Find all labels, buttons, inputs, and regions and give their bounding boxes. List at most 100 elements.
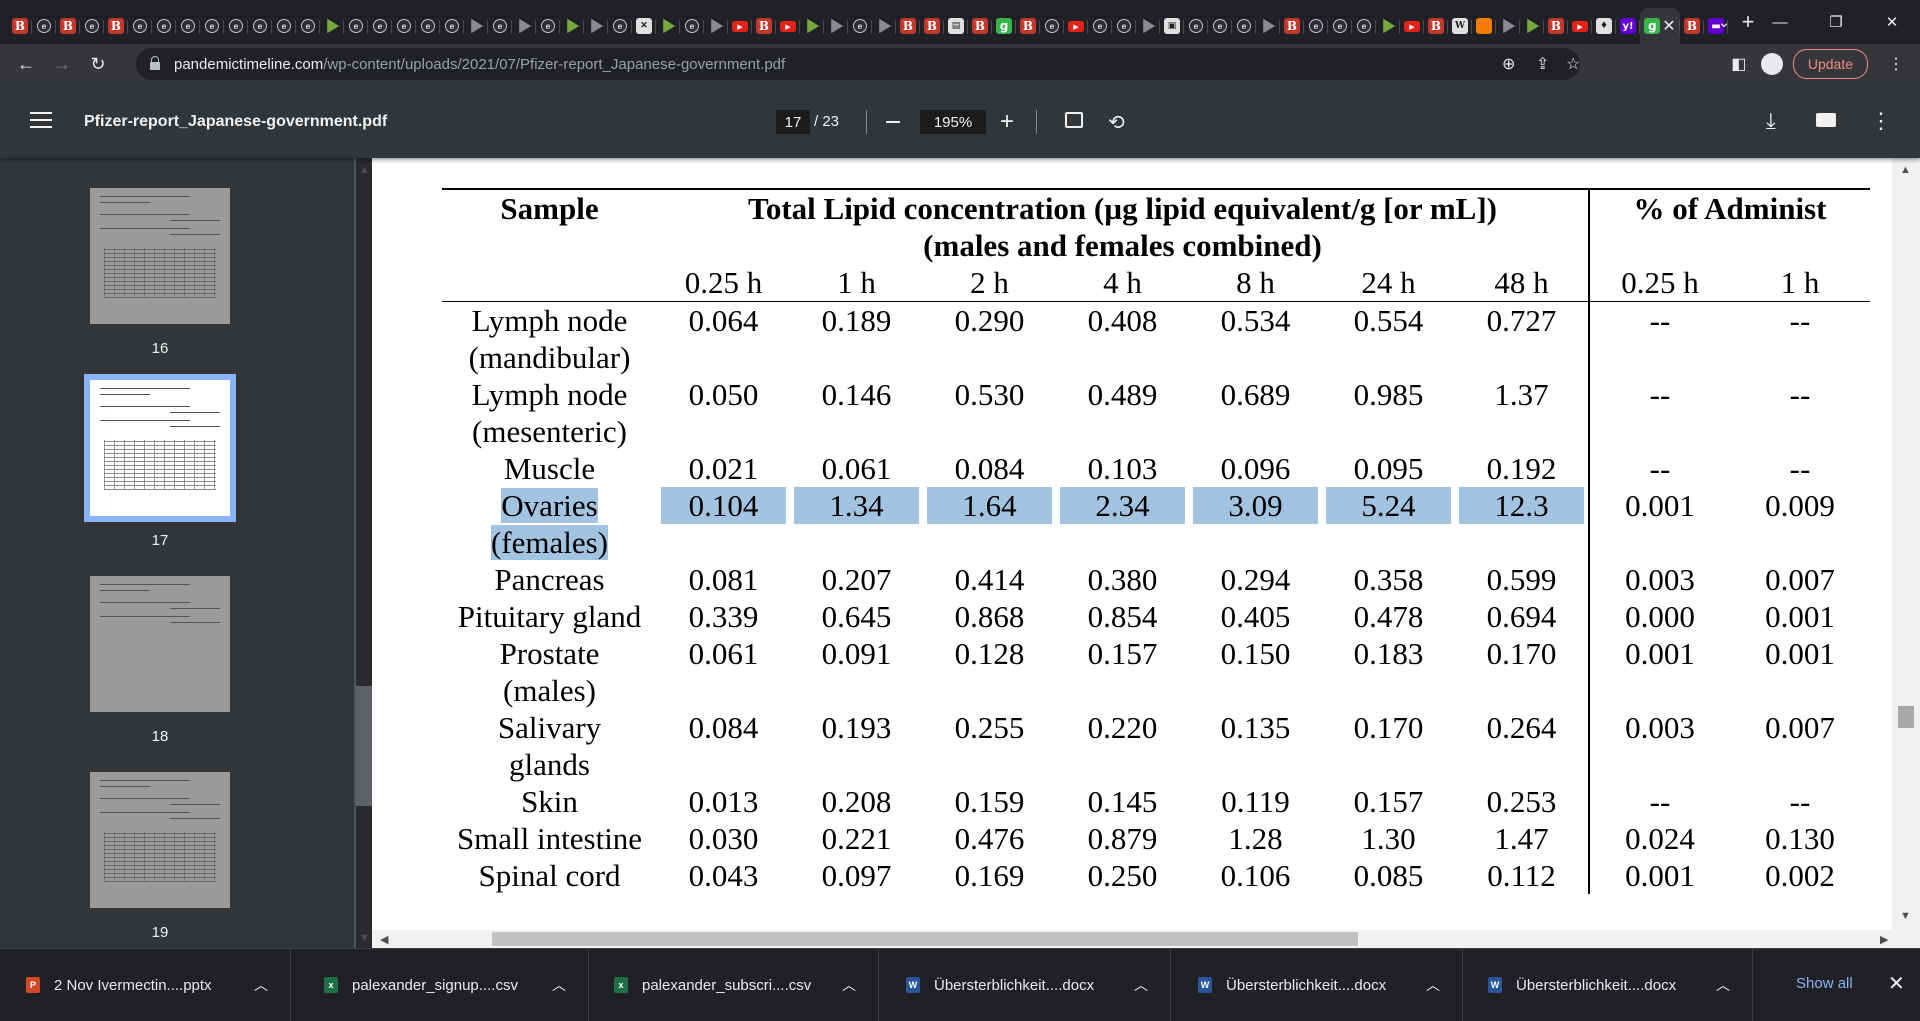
profile-avatar-icon[interactable]	[1760, 53, 1783, 75]
browser-tab[interactable]	[872, 8, 896, 44]
browser-tab[interactable]	[1472, 8, 1496, 44]
minimize-icon[interactable]: —	[1772, 13, 1788, 31]
browser-tab[interactable]: e	[1184, 8, 1208, 44]
browser-tab[interactable]: e	[224, 8, 248, 44]
browser-tab[interactable]: B	[752, 8, 776, 44]
restore-icon[interactable]: ❐	[1829, 14, 1843, 31]
page-number-input[interactable]: 17	[776, 110, 810, 134]
download-item[interactable]: P 2 Nov Ivermectin....pptx ︿	[0, 949, 291, 1021]
browser-tab[interactable]: ▶	[1568, 8, 1592, 44]
bookmark-star-icon[interactable]: ☆	[1566, 56, 1581, 73]
vertical-scrollbar[interactable]	[1892, 158, 1920, 948]
browser-tab[interactable]: e	[200, 8, 224, 44]
sidebar-scrollbar[interactable]	[356, 158, 372, 948]
browser-tab[interactable]: ▶	[1064, 8, 1088, 44]
browser-tab[interactable]: e	[80, 8, 104, 44]
reload-icon[interactable]: ↻	[90, 53, 106, 74]
fit-to-page-icon[interactable]	[1065, 112, 1083, 128]
page-thumbnail[interactable]: 19	[90, 772, 230, 941]
sidebar-scroll-up-icon[interactable]: ▲	[359, 164, 370, 176]
zoom-level-input[interactable]: 195%	[920, 110, 986, 134]
browser-tab[interactable]	[584, 8, 608, 44]
browser-tab[interactable]: e	[1040, 8, 1064, 44]
side-panel-icon[interactable]: ◧	[1731, 56, 1747, 73]
browser-tab[interactable]: e	[440, 8, 464, 44]
browser-tab[interactable]: e	[152, 8, 176, 44]
browser-tab[interactable]: e	[1112, 8, 1136, 44]
browser-tab[interactable]: g	[992, 8, 1016, 44]
browser-tab[interactable]	[656, 8, 680, 44]
page-thumbnail[interactable]: 17	[84, 374, 236, 549]
scroll-up-icon[interactable]: ▲	[1900, 164, 1911, 176]
scroll-right-icon[interactable]: ▶	[1880, 934, 1889, 946]
sidebar-scrollbar-thumb[interactable]	[356, 686, 372, 806]
browser-tab[interactable]: e	[416, 8, 440, 44]
active-tab[interactable]: g ✕	[1640, 8, 1680, 44]
chevron-up-icon[interactable]: ︿	[1716, 977, 1730, 993]
browser-tab[interactable]: W	[1448, 8, 1472, 44]
lock-icon[interactable]	[150, 56, 160, 70]
browser-tab[interactable]	[560, 8, 584, 44]
browser-tab[interactable]: e	[1304, 8, 1328, 44]
download-item[interactable]: W Übersterblichkeit....docx ︿	[1462, 949, 1753, 1021]
page-thumbnail[interactable]: 16	[90, 188, 230, 357]
page-thumbnail[interactable]: 18	[90, 576, 230, 745]
chrome-menu-icon[interactable]: ⋮	[1888, 56, 1904, 73]
browser-tab[interactable]: B	[1424, 8, 1448, 44]
browser-tab[interactable]	[704, 8, 728, 44]
browser-tab[interactable]	[1256, 8, 1280, 44]
browser-tab[interactable]: e	[608, 8, 632, 44]
browser-tab[interactable]	[1520, 8, 1544, 44]
scroll-down-icon[interactable]: ▼	[1900, 910, 1911, 922]
rotate-icon[interactable]: ⟲	[1108, 112, 1125, 134]
new-tab-button[interactable]: +	[1741, 9, 1755, 34]
chevron-up-icon[interactable]: ︿	[1426, 977, 1440, 993]
browser-tab[interactable]	[1136, 8, 1160, 44]
share-icon[interactable]: ⇪	[1536, 56, 1550, 73]
browser-tab[interactable]: e	[368, 8, 392, 44]
forward-icon[interactable]: →	[53, 53, 71, 74]
browser-tab[interactable]: e	[296, 8, 320, 44]
browser-tab[interactable]: e	[32, 8, 56, 44]
download-item[interactable]: W Übersterblichkeit....docx ︿	[880, 949, 1171, 1021]
browser-tab[interactable]: ▶	[728, 8, 752, 44]
browser-tab[interactable]: e	[1232, 8, 1256, 44]
browser-tab[interactable]: ▣	[1160, 8, 1184, 44]
browser-tab[interactable]	[464, 8, 488, 44]
more-options-icon[interactable]: ⋮	[1870, 108, 1892, 133]
tab-search-icon[interactable]: ⌄	[1717, 14, 1731, 31]
browser-tab[interactable]: e	[1088, 8, 1112, 44]
browser-tab[interactable]: B	[8, 8, 32, 44]
close-tab-icon[interactable]: ✕	[1662, 18, 1676, 35]
scroll-left-icon[interactable]: ◀	[380, 934, 389, 946]
close-shelf-icon[interactable]: ✕	[1888, 973, 1905, 995]
browser-tab[interactable]: B	[1016, 8, 1040, 44]
download-icon[interactable]: ⤓	[1766, 108, 1776, 133]
browser-tab[interactable]: ▤	[944, 8, 968, 44]
horizontal-scrollbar-thumb[interactable]	[492, 932, 1358, 946]
browser-tab[interactable]	[1376, 8, 1400, 44]
browser-tab[interactable]: y!	[1616, 8, 1640, 44]
url-text[interactable]: pandemictimeline.com/wp-content/uploads/…	[174, 56, 785, 73]
chevron-up-icon[interactable]: ︿	[1134, 977, 1148, 993]
browser-tab[interactable]	[512, 8, 536, 44]
browser-tab[interactable]: e	[176, 8, 200, 44]
address-bar[interactable]: pandemictimeline.com/wp-content/uploads/…	[136, 48, 1580, 80]
browser-tab[interactable]: e	[1352, 8, 1376, 44]
sidebar-scroll-down-icon[interactable]: ▼	[359, 932, 370, 944]
browser-tab[interactable]: e	[536, 8, 560, 44]
browser-tab[interactable]: ✕	[632, 8, 656, 44]
browser-tab[interactable]: e	[392, 8, 416, 44]
browser-tab[interactable]: e	[680, 8, 704, 44]
browser-tab[interactable]: e	[344, 8, 368, 44]
browser-tab[interactable]: e	[848, 8, 872, 44]
download-item[interactable]: x palexander_signup....csv ︿	[298, 949, 589, 1021]
browser-tab[interactable]: ▶	[1400, 8, 1424, 44]
update-button[interactable]: Update	[1792, 49, 1868, 79]
vertical-scrollbar-thumb[interactable]	[1898, 706, 1914, 728]
browser-tab[interactable]: e	[272, 8, 296, 44]
browser-tab[interactable]: ▶	[776, 8, 800, 44]
browser-tab[interactable]: B	[968, 8, 992, 44]
browser-tab[interactable]: ▬	[1704, 8, 1728, 44]
browser-tab[interactable]: B	[1544, 8, 1568, 44]
